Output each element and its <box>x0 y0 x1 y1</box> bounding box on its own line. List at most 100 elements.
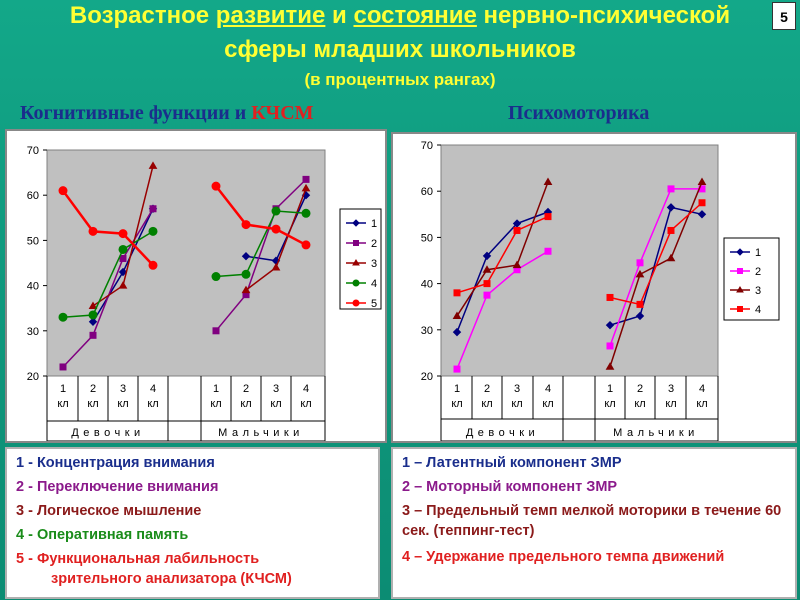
legend-swatch-marker <box>352 299 360 307</box>
data-point <box>512 260 522 269</box>
x-group-label: Мальчики <box>613 427 699 439</box>
x-tick-label: 3 <box>668 383 674 395</box>
legend-box <box>723 237 780 321</box>
heading-cognitive-accent: КЧСМ <box>251 102 314 124</box>
legend-description-item: 4 – Удержание предельного темпа движений <box>402 549 725 565</box>
data-point <box>271 224 281 234</box>
data-point <box>88 310 98 320</box>
legend-description-item: зрительного анализатора (КЧСМ) <box>51 571 292 587</box>
x-tick-label: кл <box>634 398 645 410</box>
data-point <box>667 226 675 234</box>
chart-psychomotor-svg: 20 30 40 50 60 70 1 кл 2 кл 3 кл 4 кл 1 кл 2 кл 3 кл 4 кл Дево… <box>421 140 780 441</box>
chart-cognitive: 20 30 40 50 60 70 1 кл 2 кл 3 кл 4 кл 1 кл 2 кл 3 кл 4 кл Дево… <box>5 129 387 443</box>
data-point <box>666 203 676 212</box>
legend-entry-label: 1 <box>755 247 761 259</box>
data-point <box>148 226 158 236</box>
data-point <box>452 311 462 319</box>
legend-swatch-marker <box>737 306 743 312</box>
data-point <box>119 254 127 262</box>
data-point <box>59 363 67 371</box>
data-point <box>483 280 491 288</box>
data-point <box>211 272 221 282</box>
y-tick-label: 40 <box>421 279 433 291</box>
x-tick-label: кл <box>542 398 553 410</box>
data-point <box>666 253 676 262</box>
y-tick-label: 40 <box>27 281 39 293</box>
legend-entry-label: 3 <box>371 258 377 270</box>
legend-swatch-marker <box>737 268 743 274</box>
x-tick-label: 2 <box>637 383 643 395</box>
legend-description-item: 2 - Переключение внимания <box>16 479 219 495</box>
data-point <box>88 226 98 236</box>
data-point <box>544 213 552 221</box>
data-point <box>452 327 462 337</box>
data-point <box>118 267 128 277</box>
x-tick-label: 1 <box>213 383 219 395</box>
data-point <box>606 293 614 301</box>
x-tick-label: 1 <box>607 383 613 395</box>
data-point <box>241 252 251 261</box>
data-point <box>148 260 158 270</box>
data-point <box>301 183 311 192</box>
data-point <box>453 365 461 373</box>
x-tick-label: 2 <box>484 383 490 395</box>
slide-subtitle: (в процентных рангах) <box>304 70 496 89</box>
legend-swatch-marker <box>352 219 360 227</box>
title-part-underlined: развитие <box>215 2 326 29</box>
x-tick-label: 1 <box>454 383 460 395</box>
title-part: Возрастное <box>69 2 216 29</box>
data-point <box>211 181 221 191</box>
data-point <box>148 161 158 169</box>
x-tick-label: кл <box>604 398 615 410</box>
data-point <box>697 177 707 185</box>
x-tick-label: 4 <box>545 383 551 395</box>
x-tick-label: кл <box>87 398 98 410</box>
legend-description-item: 1 - Концентрация внимания <box>16 455 215 471</box>
data-point <box>513 226 521 234</box>
x-tick-label: кл <box>300 398 311 410</box>
x-tick-label: кл <box>451 398 462 410</box>
legend-description-item: 4 - Оперативная память <box>16 527 189 543</box>
data-point <box>635 311 645 321</box>
series-line <box>456 250 549 370</box>
x-tick-label: 3 <box>514 383 520 395</box>
data-point <box>241 269 251 279</box>
data-point <box>453 289 461 297</box>
data-point <box>58 186 68 196</box>
series-line <box>456 215 549 294</box>
data-point <box>271 206 281 216</box>
data-point <box>88 317 98 326</box>
series-line <box>215 210 307 278</box>
legend-swatch-marker <box>353 240 359 246</box>
chart-psychomotor: 20 30 40 50 60 70 1 кл 2 кл 3 кл 4 кл 1 кл 2 кл 3 кл 4 кл Дево… <box>391 132 797 443</box>
legend-entry-label: 4 <box>755 304 761 316</box>
x-tick-label: 4 <box>150 383 156 395</box>
data-point <box>483 291 491 299</box>
data-point <box>212 327 220 335</box>
title-part-underlined: состояние <box>353 2 477 29</box>
series-line <box>61 189 154 267</box>
data-point <box>482 265 492 273</box>
x-tick-label: кл <box>665 398 676 410</box>
data-point <box>241 285 251 294</box>
data-point <box>241 220 251 230</box>
legend-entry-label: 5 <box>371 298 377 310</box>
data-point <box>482 251 492 261</box>
data-point <box>605 362 615 370</box>
plot-area <box>440 144 719 377</box>
y-tick-label: 70 <box>27 145 39 157</box>
y-tick-label: 30 <box>27 326 39 338</box>
x-tick-label: кл <box>270 398 281 410</box>
legend-swatch-marker <box>352 259 360 266</box>
heading-psychomotor: Психомоторика <box>508 102 650 124</box>
legend-entry-label: 3 <box>755 285 761 297</box>
plot-area <box>46 149 326 377</box>
data-point <box>118 281 128 289</box>
y-tick-label: 70 <box>421 140 433 152</box>
x-group-label: Девочки <box>71 427 144 439</box>
legend-description-item: 3 - Логическое мышление <box>16 503 202 519</box>
legend-entry-label: 2 <box>371 238 377 250</box>
series-line <box>609 188 702 347</box>
data-point <box>58 312 68 322</box>
data-point <box>149 205 157 213</box>
